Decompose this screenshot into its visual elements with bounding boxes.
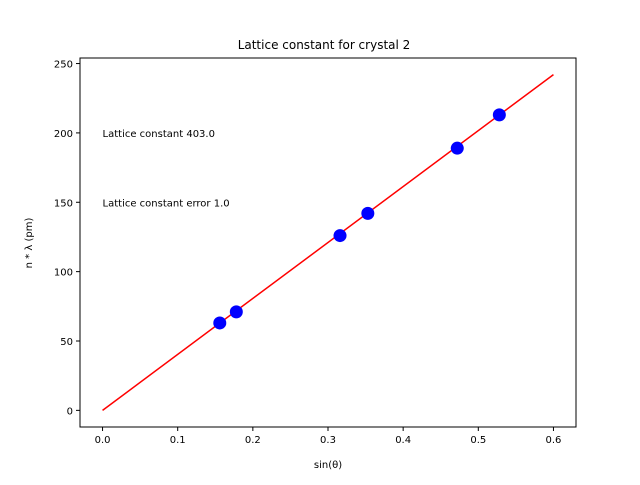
y-axis-label: n * λ (pm) — [24, 218, 35, 269]
data-point — [229, 305, 243, 319]
x-tick-label: 0.4 — [395, 435, 411, 446]
marks-layer: Lattice constant 403.0 Lattice constant e… — [102, 74, 554, 411]
y-tick-label: 100 — [54, 268, 73, 279]
x-tick-label: 0.1 — [170, 435, 186, 446]
y-tick-label: 250 — [54, 60, 73, 71]
axes-layer: 0.0 0.1 0.2 0.3 0.4 0.5 0.6 0 50 100 150 200 250 — [54, 57, 577, 446]
y-tick-label: 0 — [67, 406, 73, 417]
annotation-text: Lattice constant error 1.0 — [103, 198, 230, 209]
data-point — [361, 206, 375, 220]
data-point — [333, 229, 347, 243]
y-tick-label: 150 — [54, 198, 73, 209]
y-tick-label: 200 — [54, 129, 73, 140]
annotation-text: Lattice constant 403.0 — [103, 129, 215, 140]
chart-title: Lattice constant for crystal 2 — [238, 38, 411, 52]
data-point — [213, 316, 227, 330]
x-tick-label: 0.5 — [470, 435, 486, 446]
fit-line — [102, 74, 554, 411]
y-tick-label: 50 — [60, 337, 73, 348]
data-point — [450, 141, 464, 155]
x-tick-label: 0.2 — [245, 435, 261, 446]
data-point — [492, 108, 506, 122]
x-tick-label: 0.3 — [320, 435, 336, 446]
x-tick-label: 0.6 — [546, 435, 562, 446]
x-tick-label: 0.0 — [95, 435, 111, 446]
x-axis-label: sin(θ) — [314, 460, 342, 471]
